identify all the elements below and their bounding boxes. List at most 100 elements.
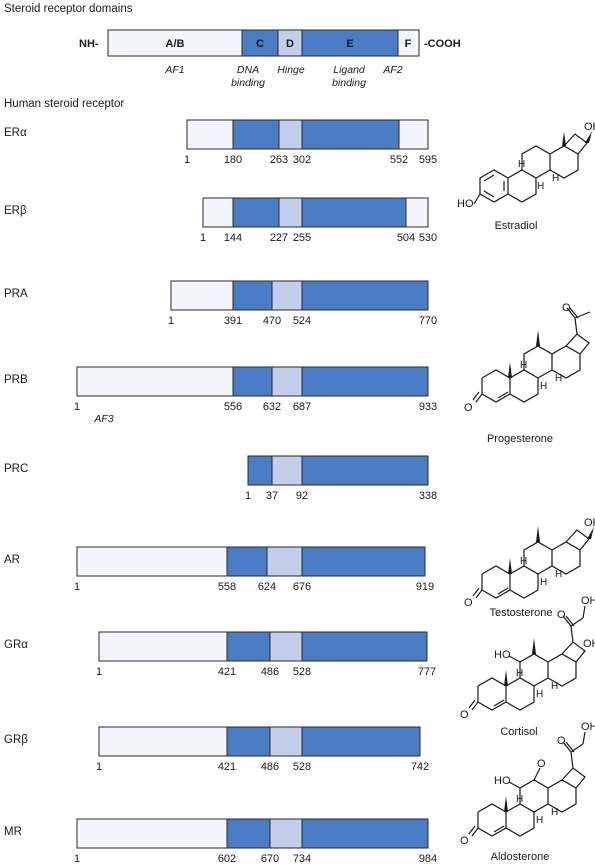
segment-d-label: D xyxy=(286,38,294,50)
boundary-label: 1 xyxy=(200,232,206,244)
boundary-label: 530 xyxy=(419,232,437,244)
boundary-label: 1 xyxy=(245,490,251,502)
boundary-label: 624 xyxy=(258,581,276,593)
domain-segment-d xyxy=(269,726,303,757)
progesterone-name: Progesterone xyxy=(487,433,553,445)
progesterone-structure: O O H H H Progesterone xyxy=(464,302,591,445)
domain-segment-f xyxy=(398,119,429,150)
receptor-row-AR: AR 1 558 624 676 919 xyxy=(4,546,434,593)
receptor-row-PRA: PRA 1 391 470 524 770 xyxy=(4,280,437,327)
boundary-label: 421 xyxy=(218,761,236,773)
boundary-label: 770 xyxy=(419,315,437,327)
domain-segment-c xyxy=(247,455,273,486)
boundary-label: 602 xyxy=(218,853,236,865)
cortisol-name: Cortisol xyxy=(500,726,537,738)
domain-segment-c xyxy=(232,197,280,228)
receptor-name: PRC xyxy=(4,463,28,475)
aldosterone-h1-label: H xyxy=(516,794,523,805)
aldosterone-o-label: O xyxy=(460,835,469,847)
receptor-row-PRC: PRC 1 37 92 338 xyxy=(4,455,437,502)
domain-segment-c xyxy=(232,280,273,311)
boundary-label: 486 xyxy=(261,666,279,678)
boundary-label: 144 xyxy=(224,232,242,244)
testosterone-h2-label: H xyxy=(540,577,547,588)
annotation-dna-line1: DNA xyxy=(237,64,259,76)
cortisol-h1-label: H xyxy=(516,668,523,679)
estradiol-h3-label: H xyxy=(552,173,559,184)
cortisol-oh1-label: OH xyxy=(581,595,595,607)
domain-segment-e xyxy=(301,726,421,757)
receptor-name: GRβ xyxy=(4,734,28,746)
aldosterone-structure: HO O O OH O H H H Aldosterone xyxy=(460,721,595,863)
boundary-label: 632 xyxy=(263,401,281,413)
boundary-label: 734 xyxy=(293,853,311,865)
domain-segment-d xyxy=(271,366,303,397)
boundary-label: 180 xyxy=(224,154,242,166)
domain-segment-d xyxy=(278,119,303,150)
segment-c-label: C xyxy=(256,38,264,50)
af3-annotation: AF3 xyxy=(93,413,113,425)
receptor-name: ERβ xyxy=(4,205,27,217)
progesterone-ketone-label: O xyxy=(562,302,571,314)
domain-segment-e xyxy=(301,455,429,486)
boundary-label: 670 xyxy=(261,853,279,865)
segment-ab-label: A/B xyxy=(166,38,185,50)
receptor-rows: ERα 1 180 263 302 552 595 ERβ 1 144 227 255 504 530 PR… xyxy=(4,119,437,865)
cortisol-h3-label: H xyxy=(551,681,558,692)
boundary-label: 528 xyxy=(293,666,311,678)
boundary-label: 1 xyxy=(74,853,80,865)
testosterone-h3-label: H xyxy=(555,569,562,580)
receptor-row-GRβ: GRβ 1 421 486 528 742 xyxy=(4,726,429,773)
cortisol-h2-label: H xyxy=(536,689,543,700)
domain-segment-e xyxy=(301,818,429,849)
boundary-label: 919 xyxy=(416,581,434,593)
estradiol-h2-label: H xyxy=(537,181,544,192)
testosterone-structure: OH O H H H Testosterone xyxy=(464,517,595,619)
estradiol-oh-label: OH xyxy=(584,121,595,133)
domain-segment-ab xyxy=(76,366,234,397)
domain-segment-f xyxy=(405,197,429,228)
aldosterone-ho-label: HO xyxy=(494,775,511,787)
boundary-label: 421 xyxy=(218,666,236,678)
boundary-label: 528 xyxy=(293,761,311,773)
boundary-label: 558 xyxy=(218,581,236,593)
boundary-label: 687 xyxy=(293,401,311,413)
domain-segment-c xyxy=(232,366,273,397)
boundary-label: 37 xyxy=(266,490,278,502)
domain-segment-ab xyxy=(76,818,228,849)
domain-schematic: NH- A/B C D E F -COOH AF1 DNA binding Hi… xyxy=(79,29,461,89)
segment-f-label: F xyxy=(405,38,412,50)
domain-segment-ab xyxy=(186,119,234,150)
boundary-label: 552 xyxy=(390,154,408,166)
domain-segment-ab xyxy=(98,726,228,757)
domain-segment-ab xyxy=(170,280,234,311)
domain-segment-d xyxy=(271,280,303,311)
domain-segment-ab xyxy=(202,197,234,228)
nh-terminus-label: NH- xyxy=(79,38,99,50)
receptor-name: AR xyxy=(4,554,20,566)
aldosterone-ketone-label: O xyxy=(557,735,566,747)
boundary-label: 556 xyxy=(224,401,242,413)
domains-title: Steroid receptor domains xyxy=(4,3,133,15)
aldosterone-h2-label: H xyxy=(536,815,543,826)
boundary-label: 676 xyxy=(293,581,311,593)
estradiol-structure: OH HO H H H Estradiol xyxy=(457,121,595,232)
receptors-title: Human steroid receptor xyxy=(4,98,124,110)
boundary-label: 504 xyxy=(397,232,415,244)
testosterone-o-label: O xyxy=(464,597,473,609)
receptor-name: GRα xyxy=(4,639,28,651)
domain-segment-ab xyxy=(98,631,228,662)
domain-segment-e xyxy=(301,631,428,662)
receptor-name: PRB xyxy=(4,374,28,386)
domain-segment-d xyxy=(266,546,303,577)
receptor-row-ERβ: ERβ 1 144 227 255 504 530 xyxy=(4,197,437,244)
annotation-af1: AF1 xyxy=(164,64,184,76)
cortisol-structure: HO O OH OH O H H H Cortisol xyxy=(460,595,595,738)
receptor-name: PRA xyxy=(4,288,28,300)
testosterone-oh-label: OH xyxy=(584,517,595,529)
domain-segment-c xyxy=(226,631,271,662)
annotation-ligand-line2: binding xyxy=(332,77,366,89)
aldosterone-oh-label: OH xyxy=(581,721,595,733)
boundary-label: 486 xyxy=(261,761,279,773)
